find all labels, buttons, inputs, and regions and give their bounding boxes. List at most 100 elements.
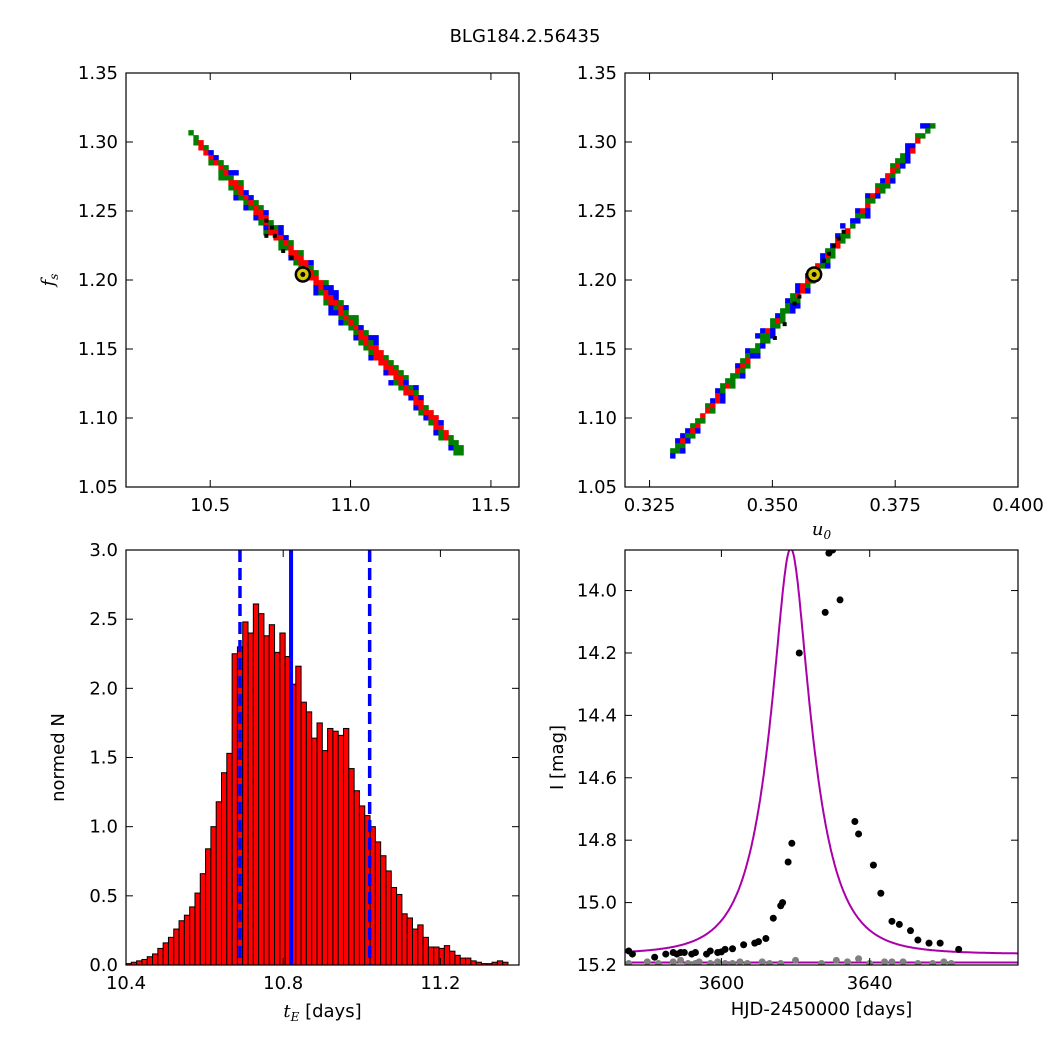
heatmap-cell (930, 123, 936, 129)
heatmap-cell (353, 335, 359, 341)
heatmap-cell (328, 310, 334, 316)
photometry-point-secondary (777, 959, 785, 965)
heatmap-cell (383, 365, 389, 371)
heatmap-cell (343, 315, 349, 321)
heatmap-cell (258, 205, 264, 211)
photometry-point (651, 953, 659, 961)
heatmap-cell (243, 205, 249, 211)
heatmap-cell (920, 133, 926, 139)
histogram-bar (327, 727, 334, 966)
histogram-bar (496, 960, 504, 966)
photometry-point-secondary (643, 958, 651, 965)
heatmap-cell (263, 220, 269, 226)
heatmap-cell (695, 423, 701, 429)
y-tick-label: 2.5 (89, 609, 118, 630)
heatmap-cell (835, 243, 841, 249)
histogram-bar (220, 772, 228, 966)
heatmap-cell (348, 320, 354, 326)
heatmap-cell (815, 263, 821, 269)
heatmap-cell (348, 315, 354, 321)
heatmap-cell (363, 340, 369, 346)
heatmap-cell (705, 403, 711, 409)
histogram-bar (459, 957, 467, 966)
histogram-bar (417, 924, 424, 966)
heatmap-cell (840, 223, 846, 229)
heatmap-cell (243, 195, 249, 201)
panel-light_curve: 3600 3640 14.0 14.2 14.4 14.6 14.8 15.0 15.2 HJD-… (547, 549, 1019, 1020)
heatmap-cell (413, 390, 419, 396)
heatmap-cell (680, 433, 686, 439)
heatmap-cell (690, 428, 696, 434)
histogram-bar (162, 942, 169, 966)
heatmap-cell (433, 425, 439, 431)
plot-frame (125, 72, 520, 488)
heatmap-cell (333, 295, 339, 301)
heatmap-cell (865, 193, 871, 199)
y-tick-label: 14.4 (577, 705, 617, 726)
histogram-bar (157, 947, 164, 966)
heatmap-cell (378, 355, 384, 361)
heatmap-cell (373, 350, 379, 356)
x-tick-label: 11.2 (420, 973, 460, 994)
heatmap-cell (905, 153, 911, 159)
heatmap-cell (700, 413, 706, 419)
heatmap-cell (288, 250, 294, 256)
heatmap-cell (238, 180, 244, 186)
heatmap-cell (338, 300, 344, 306)
heatmap-cell (413, 385, 419, 391)
heatmap-cell (795, 283, 801, 289)
heatmap-cell (790, 308, 796, 314)
heatmap-cell (228, 185, 234, 191)
sample-point (821, 258, 826, 263)
sample-point (826, 251, 831, 256)
heatmap-cell (690, 433, 696, 439)
histogram-bar (385, 870, 392, 966)
histogram-bar (305, 711, 313, 966)
heatmap-cell (383, 355, 389, 361)
light-curve-data (625, 550, 1018, 965)
photometry-point (855, 830, 863, 838)
heatmap-cell (755, 353, 761, 359)
sample-point (831, 243, 836, 248)
heatmap-cell (333, 300, 339, 306)
heatmap-cell (283, 235, 289, 241)
y-tick-label: 1.10 (78, 408, 118, 429)
heatmap-cell (378, 360, 384, 366)
heatmap-cell (278, 230, 284, 236)
heatmap-cell (760, 343, 766, 349)
heatmap-cell (368, 350, 374, 356)
histogram-bar (252, 603, 260, 966)
heatmap-cell (825, 253, 831, 259)
heatmap-cell (363, 345, 369, 351)
histogram-bar (470, 960, 477, 966)
histogram-bar (279, 632, 286, 966)
heatmap-cell (423, 415, 429, 421)
heatmap-cell (448, 435, 454, 441)
heatmap-cell (675, 438, 681, 444)
photometry-point (706, 947, 714, 955)
heatmap-cell (278, 245, 284, 251)
heatmap-cell (233, 185, 239, 191)
histogram-bar (411, 928, 419, 966)
heatmap-cell (208, 160, 214, 166)
heatmap-cell (685, 438, 691, 444)
heatmap-cell (790, 298, 796, 304)
heatmap-cell (273, 230, 279, 236)
heatmap-cell (328, 295, 334, 301)
heatmap-cell (795, 298, 801, 304)
heatmap-cell (715, 393, 721, 399)
heatmap-cell (318, 280, 324, 286)
heatmap-cell (755, 333, 761, 339)
heatmap-cell (865, 213, 871, 219)
heatmap-cell (715, 398, 721, 404)
heatmap-cell (328, 290, 334, 296)
photometry-point-secondary (736, 958, 744, 965)
heatmap-cell (333, 290, 339, 296)
heatmap-cell (765, 328, 771, 334)
heatmap-cell (790, 303, 796, 309)
heatmap-cell (358, 325, 364, 331)
heatmap-cell (388, 365, 394, 371)
heatmap-cell (308, 260, 314, 266)
x-axis-label: tE [days] (283, 1001, 361, 1024)
histogram-bar (438, 947, 445, 966)
